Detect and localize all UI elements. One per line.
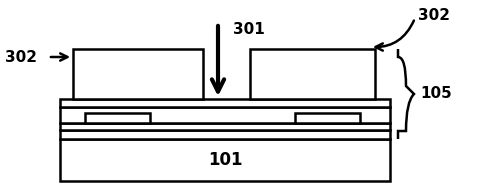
Bar [295,113,360,123]
Bar [60,99,390,107]
Bar [85,113,150,123]
Text: 101: 101 [208,151,242,169]
Bar [250,49,375,99]
Bar [73,49,203,99]
Bar [60,107,390,123]
Text: 105: 105 [420,86,452,102]
Bar [60,123,390,130]
Bar [60,130,390,139]
Bar [60,139,390,181]
Text: 302: 302 [5,49,37,64]
Text: 301: 301 [233,23,265,37]
Text: 302: 302 [418,8,450,24]
